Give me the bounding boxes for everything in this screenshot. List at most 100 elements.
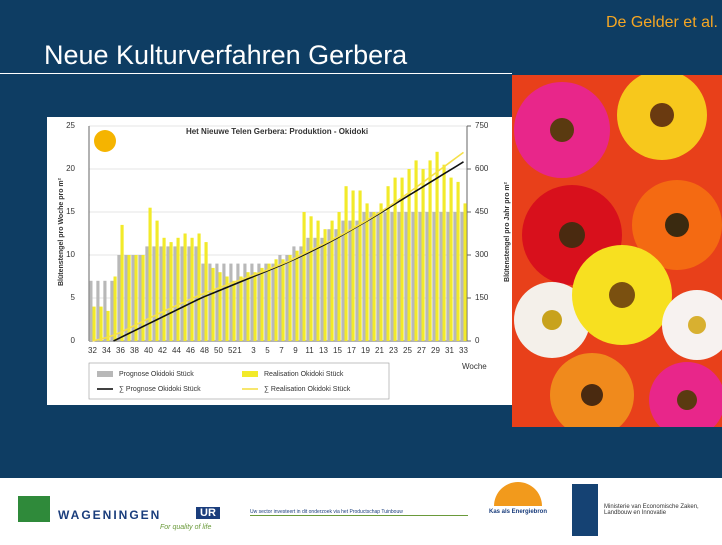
author: De Gelder et al. [606, 14, 718, 32]
bar [345, 186, 348, 341]
bar [380, 203, 383, 341]
bar [166, 246, 169, 341]
bar [219, 272, 222, 341]
y-tick-label: 25 [66, 121, 75, 130]
bar [366, 203, 369, 341]
bar [156, 221, 159, 341]
bar [236, 264, 239, 341]
bar [320, 238, 323, 341]
bar [443, 165, 446, 341]
y-tick-label: 20 [66, 164, 75, 173]
slide-title: Neue Kulturverfahren Gerbera [44, 40, 407, 71]
kas: Kas als Energiebron [486, 509, 550, 515]
bar [271, 264, 274, 341]
bar [450, 178, 453, 341]
bar [327, 229, 330, 341]
chart: Het Nieuwe Telen Gerbera: Produktion - O… [47, 117, 512, 405]
bar [313, 238, 316, 341]
bar [152, 246, 155, 341]
bar [264, 264, 267, 341]
bar [359, 191, 362, 342]
y-tick-label: 10 [66, 250, 75, 259]
bar [453, 212, 456, 341]
x-tick-label: 17 [347, 346, 356, 355]
legend-swatch [242, 371, 258, 377]
bar [222, 264, 225, 341]
bar [100, 307, 103, 341]
x-tick-label: 36 [116, 346, 125, 355]
kas-logo: Kas als Energiebron [486, 478, 550, 540]
flower-photo [512, 75, 722, 427]
x-tick-label: 40 [144, 346, 153, 355]
bar [338, 212, 341, 341]
x-axis-title: Woche [462, 362, 487, 371]
legend-label: ∑ Prognose Okidoki Stück [119, 386, 201, 393]
bar [362, 212, 365, 341]
legend-label: Realisation Okidoki Stück [264, 371, 344, 378]
bar [201, 264, 204, 341]
bar [268, 264, 271, 341]
x-tick-label: 1 [237, 346, 242, 355]
x-tick-label: 38 [130, 346, 139, 355]
bar [163, 238, 166, 341]
bar [348, 221, 351, 341]
bar [233, 281, 236, 341]
bar [457, 182, 460, 341]
legend-label: ∑ Realisation Okidoki Stück [264, 386, 351, 393]
x-tick-label: 25 [403, 346, 412, 355]
bar [296, 251, 299, 341]
bar [404, 212, 407, 341]
bar [124, 255, 127, 341]
bar [131, 255, 134, 341]
y-tick-label: 0 [71, 336, 76, 345]
x-tick-label: 23 [389, 346, 398, 355]
bar [317, 221, 320, 341]
bar [117, 255, 120, 341]
x-tick-label: 31 [445, 346, 454, 355]
bar [93, 307, 96, 341]
bar [411, 212, 414, 341]
bar [303, 212, 306, 341]
bar [194, 246, 197, 341]
x-tick-label: 42 [158, 346, 167, 355]
bar [149, 208, 152, 341]
bar [355, 221, 358, 341]
y2-tick-label: 450 [475, 207, 489, 216]
bar [352, 191, 355, 342]
bar [198, 234, 201, 342]
bar [254, 272, 257, 341]
wageningen: WAGENINGEN [58, 508, 161, 522]
bar [397, 212, 400, 341]
bar [401, 178, 404, 341]
bar [145, 246, 148, 341]
bar [229, 264, 232, 341]
x-tick-label: 9 [293, 346, 298, 355]
x-tick-label: 34 [102, 346, 111, 355]
bar [376, 212, 379, 341]
bar [142, 255, 145, 341]
wur-logo [18, 496, 50, 522]
y-tick-label: 15 [66, 207, 75, 216]
bar [135, 255, 138, 341]
bar [422, 169, 425, 341]
chart-logo [94, 130, 116, 152]
slide: De Gelder et al. Neue Kulturverfahren Ge… [0, 0, 722, 545]
x-tick-label: 44 [172, 346, 181, 355]
bar [439, 212, 442, 341]
x-tick-label: 50 [214, 346, 223, 355]
x-tick-label: 5 [265, 346, 270, 355]
y-axis-title: Blütenstengel pro Woche pro m² [58, 177, 65, 286]
bar [429, 160, 432, 341]
legend-swatch [97, 371, 113, 377]
bar [432, 212, 435, 341]
bar [212, 268, 215, 341]
ur: UR [196, 507, 220, 519]
bar [383, 212, 386, 341]
bar [159, 246, 162, 341]
bar [103, 281, 106, 341]
bar [243, 264, 246, 341]
bar [418, 212, 421, 341]
y2-tick-label: 300 [475, 250, 489, 259]
bar [215, 264, 218, 341]
bar [446, 212, 449, 341]
